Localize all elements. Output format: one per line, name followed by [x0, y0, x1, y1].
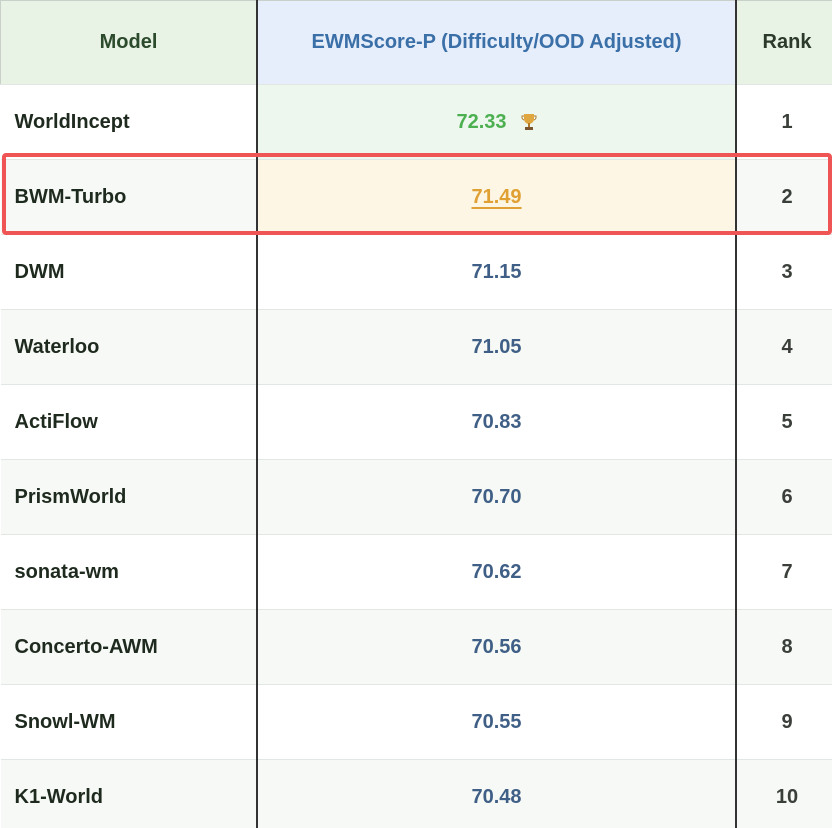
rank: 10	[775, 785, 799, 808]
trophy-icon	[521, 114, 537, 131]
table-row: sonata-wm 70.62 7	[0, 534, 832, 610]
score-cell: 70.48	[256, 759, 737, 828]
score-cell: 71.15	[256, 234, 737, 310]
score: 70.70	[471, 485, 522, 508]
model-cell: Waterloo	[0, 309, 257, 385]
rank-cell: 5	[736, 384, 832, 460]
table-row: BWM-Turbo 71.49 2	[0, 159, 832, 235]
score-cell: 71.05	[256, 309, 737, 385]
rank: 7	[781, 560, 793, 583]
model-name: PrismWorld	[14, 485, 127, 508]
score: 70.62	[471, 560, 522, 583]
score: 70.83	[471, 410, 522, 433]
score: 71.05	[471, 335, 522, 358]
header-row: Model EWMScore-P (Difficulty/OOD Adjuste…	[0, 0, 832, 85]
model-name: Concerto-AWM	[14, 635, 158, 658]
model-cell: K1-World	[0, 759, 257, 828]
header-cell: EWMScore-P (Difficulty/OOD Adjusted)	[256, 0, 737, 85]
rank-cell: 4	[736, 309, 832, 385]
table-row: WorldIncept 72.33 1	[0, 84, 832, 160]
model-cell: Snowl-WM	[0, 684, 257, 760]
rank: 4	[781, 335, 793, 358]
rank-cell: 9	[736, 684, 832, 760]
table-row: Waterloo 71.05 4	[0, 309, 832, 385]
rank-cell: 6	[736, 459, 832, 535]
rank: 8	[781, 635, 793, 658]
score-cell: 70.83	[256, 384, 737, 460]
score-cell: 70.62	[256, 534, 737, 610]
model-cell: PrismWorld	[0, 459, 257, 535]
table-row: Snowl-WM 70.55 9	[0, 684, 832, 760]
model-name: Snowl-WM	[14, 710, 116, 733]
score-cell: 70.55	[256, 684, 737, 760]
score: 71.49	[471, 185, 522, 208]
rank: 6	[781, 485, 793, 508]
score: 70.55	[471, 710, 522, 733]
model-name: DWM	[14, 260, 65, 283]
model-name: WorldIncept	[14, 110, 130, 133]
table-row: K1-World 70.48 10	[0, 759, 832, 828]
score-cell: 70.56	[256, 609, 737, 685]
header-cell: Model	[0, 0, 257, 85]
table-row: Concerto-AWM 70.56 8	[0, 609, 832, 685]
model-name: K1-World	[14, 785, 104, 808]
model-name: sonata-wm	[14, 560, 119, 583]
model-cell: ActiFlow	[0, 384, 257, 460]
score-cell: 72.33	[256, 84, 737, 160]
rank-cell: 8	[736, 609, 832, 685]
model-name: BWM-Turbo	[14, 185, 127, 208]
score: 70.56	[471, 635, 522, 658]
rank-cell: 1	[736, 84, 832, 160]
model-cell: Concerto-AWM	[0, 609, 257, 685]
rank-cell: 7	[736, 534, 832, 610]
score-cell: 71.49	[256, 159, 737, 235]
score: 72.33	[456, 110, 507, 133]
model-cell: WorldIncept	[0, 84, 257, 160]
model-cell: DWM	[0, 234, 257, 310]
score-cell: 70.70	[256, 459, 737, 535]
rank-cell: 2	[736, 159, 832, 235]
rank: 5	[781, 410, 793, 433]
rank: 2	[781, 185, 793, 208]
table-row: ActiFlow 70.83 5	[0, 384, 832, 460]
model-cell: sonata-wm	[0, 534, 257, 610]
header-cell: Rank	[736, 0, 832, 85]
rank: 3	[781, 260, 793, 283]
score: 71.15	[471, 260, 522, 283]
score: 70.48	[471, 785, 522, 808]
rank-cell: 10	[736, 759, 832, 828]
rank: 1	[781, 110, 793, 133]
rank-cell: 3	[736, 234, 832, 310]
rank: 9	[781, 710, 793, 733]
model-name: ActiFlow	[14, 410, 98, 433]
model-cell: BWM-Turbo	[0, 159, 257, 235]
model-name: Waterloo	[14, 335, 100, 358]
table-row: DWM 71.15 3	[0, 234, 832, 310]
table-row: PrismWorld 70.70 6	[0, 459, 832, 535]
